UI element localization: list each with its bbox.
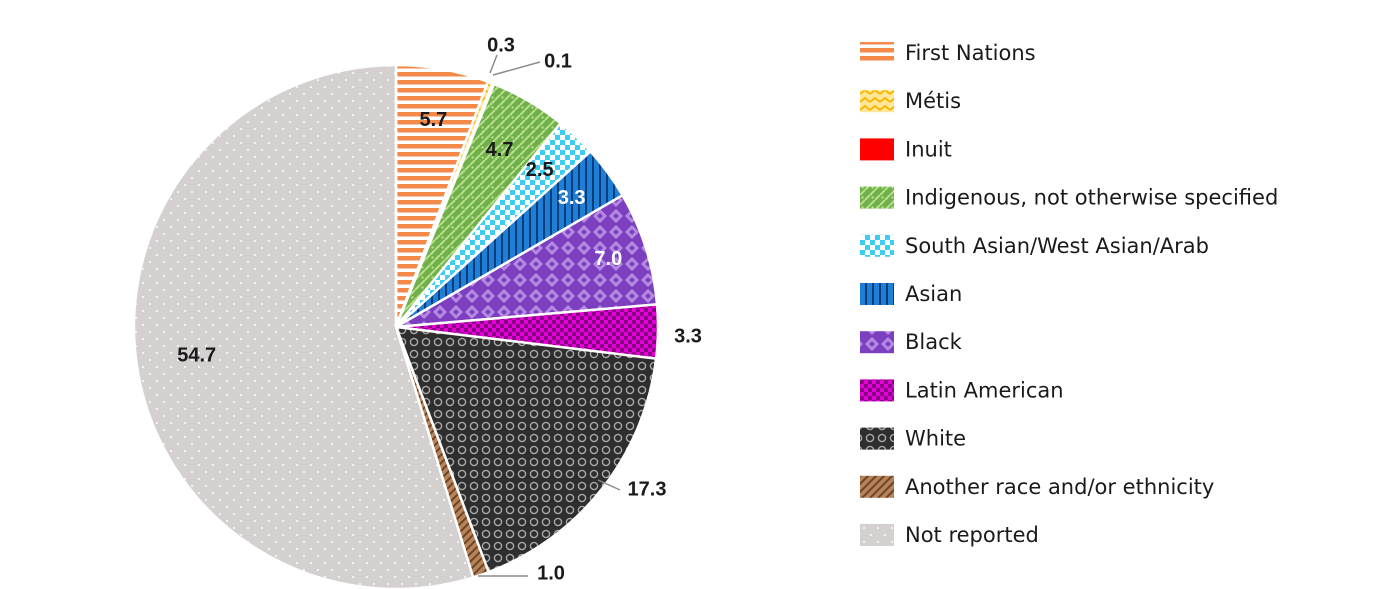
legend-swatch-asian (860, 283, 894, 305)
data-label-m-tis: 0.3 (487, 34, 515, 56)
legend-label-black: Black (905, 330, 963, 354)
data-label-not-reported: 54.7 (177, 345, 216, 367)
legend-swatch-not-reported (860, 524, 894, 546)
pie-slice-white (394, 325, 658, 574)
legend-item-south-asian-west-asian-arab: South Asian/West Asian/Arab (860, 234, 1209, 258)
pie-slices (132, 63, 660, 589)
legend-item-asian: Asian (860, 282, 962, 306)
data-label-latin-american: 3.3 (674, 325, 702, 347)
data-label-south-asian-west-asian-arab: 2.5 (526, 159, 554, 181)
legend-swatch-indigenous-not-otherwise-specified (860, 186, 894, 209)
legend-swatch-another-race-and-or-ethnicity (860, 475, 894, 498)
legend-item-white: White (860, 427, 966, 451)
legend-item-indigenous-not-otherwise-specified: Indigenous, not otherwise specified (860, 186, 1278, 210)
legend-swatch-first-nations (860, 42, 894, 64)
legend-swatch-black (860, 331, 894, 354)
leader-line-white (597, 479, 621, 491)
legend-label-latin-american: Latin American (905, 378, 1064, 402)
data-label-asian: 3.3 (558, 187, 586, 209)
legend-item-not-reported: Not reported (860, 523, 1039, 547)
leader-line-m-tis (489, 54, 498, 74)
data-label-another-race-and-or-ethnicity: 1.0 (537, 562, 565, 584)
legend-swatch-inuit (860, 138, 894, 161)
legend-label-inuit: Inuit (905, 137, 952, 161)
data-labels: 5.70.30.14.72.53.37.03.317.31.054.7 (177, 34, 702, 584)
legend-item-inuit: Inuit (860, 137, 952, 161)
legend-swatch-latin-american (860, 379, 894, 402)
legend-item-another-race-and-or-ethnicity: Another race and/or ethnicity (860, 475, 1214, 499)
legend-swatch-m-tis (860, 90, 894, 113)
pie-slice-not-reported (132, 63, 475, 589)
data-label-black: 7.0 (594, 248, 622, 270)
legend-item-black: Black (860, 330, 963, 354)
data-label-indigenous-not-otherwise-specified: 4.7 (486, 139, 514, 161)
legend-label-m-tis: Métis (905, 89, 961, 113)
legend-label-indigenous-not-otherwise-specified: Indigenous, not otherwise specified (905, 186, 1278, 210)
legend-item-latin-american: Latin American (860, 378, 1064, 402)
legend-label-white: White (905, 427, 966, 451)
data-label-first-nations: 5.7 (419, 109, 447, 131)
legend-label-first-nations: First Nations (905, 41, 1036, 65)
legend-item-first-nations: First Nations (860, 41, 1036, 65)
pie-slice-black (395, 193, 659, 329)
legend-item-m-tis: Métis (860, 89, 961, 113)
legend-label-not-reported: Not reported (905, 523, 1039, 547)
legend-label-another-race-and-or-ethnicity: Another race and/or ethnicity (905, 475, 1214, 499)
legend-label-asian: Asian (905, 282, 962, 306)
leader-lines (478, 54, 621, 577)
data-label-white: 17.3 (628, 478, 667, 500)
legend-swatch-white (860, 427, 894, 450)
legend-label-south-asian-west-asian-arab: South Asian/West Asian/Arab (905, 234, 1209, 258)
legend: First Nations Métis Inuit Indigenous, not o… (860, 41, 1278, 547)
legend-swatch-south-asian-west-asian-arab (860, 234, 894, 257)
leader-line-inuit (492, 61, 541, 76)
data-label-inuit: 0.1 (544, 50, 572, 72)
